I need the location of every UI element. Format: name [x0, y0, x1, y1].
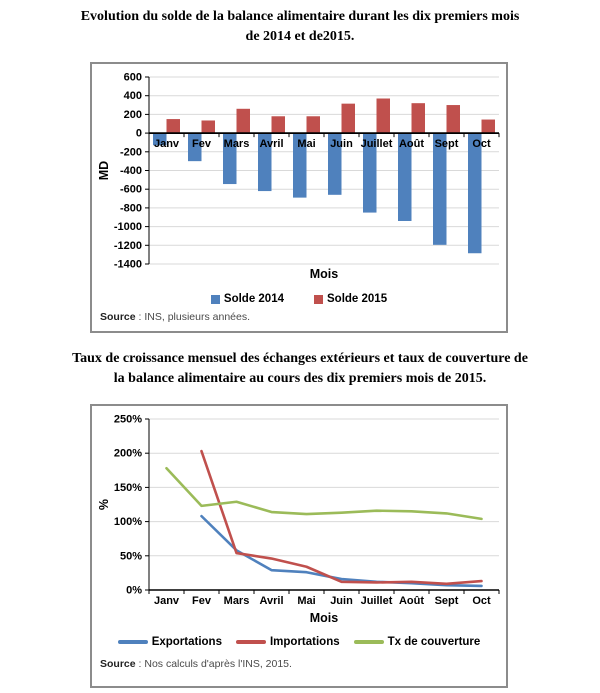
y-tick-label: -800	[120, 202, 142, 214]
legend-item-solde-2015: Solde 2015	[314, 293, 387, 305]
x-tick-label-oct: Oct	[472, 595, 491, 607]
figure2-title-line2: la balance alimentaire au cours des dix …	[113, 370, 487, 386]
figure1-chart-box: -1400 -1200 -1000 -800 -600 -400 -200 0 200 400 60…	[90, 62, 508, 333]
figure1-legend: Solde 2014 Solde 2015	[92, 293, 506, 305]
bar-solde-2015-avril	[271, 116, 285, 134]
x-tick-label-juin: Juin	[330, 595, 353, 607]
y-tick-label: -200	[120, 146, 142, 158]
x-tick-label-sept: Sept	[435, 138, 459, 150]
bar-solde-2014-juin	[328, 133, 342, 195]
y-tick-label: 200%	[114, 448, 142, 460]
legend-label-importations: Importations	[269, 636, 340, 648]
figure1-plot: -1400 -1200 -1000 -800 -600 -400 -200 0 200 400 60…	[97, 72, 500, 281]
x-tick-label-avril: Avril	[259, 138, 283, 150]
legend-square-solde-2014	[210, 294, 220, 304]
y-tick-label: 0%	[126, 585, 142, 597]
x-tick-label-juillet: Juillet	[361, 138, 393, 150]
bar-solde-2015-janv	[166, 119, 180, 134]
x-tick-label-fev: Fev	[192, 138, 212, 150]
figure2-source: Source : Nos calculs d'après l'INS, 2015…	[100, 658, 292, 670]
figure1-title-line1: Evolution du solde de la balance aliment…	[80, 9, 520, 24]
bar-solde-2014-mars	[223, 133, 237, 185]
x-tick-label-mai: Mai	[297, 595, 315, 607]
bar-solde-2015-juillet	[376, 98, 390, 134]
legend-label-exportations: Exportations	[151, 636, 222, 648]
figure2-source-label: Source	[100, 658, 136, 670]
x-tick-label-janv: Janv	[154, 138, 180, 150]
bar-solde-2015-oct	[481, 119, 495, 134]
y-axis-title: %	[97, 499, 111, 510]
legend-line-importations	[235, 640, 266, 644]
bar-solde-2014-janv	[153, 133, 167, 146]
y-tick-label: 200	[124, 109, 142, 121]
legend-item-tx-de-couverture: Tx de couverture	[353, 636, 481, 648]
y-tick-label: -1400	[114, 259, 142, 271]
bar-solde-2015-mai	[306, 116, 320, 134]
x-tick-label-fev: Fev	[192, 595, 212, 607]
bar-solde-2015-sept	[446, 105, 460, 134]
x-tick-label-oct: Oct	[472, 138, 491, 150]
figure2-source-text: : Nos calculs d'après l'INS, 2015.	[135, 658, 292, 670]
y-tick-label: 100%	[114, 516, 142, 528]
bar-solde-2014-avril	[258, 133, 272, 192]
y-tick-label: -600	[120, 184, 142, 196]
legend-label-tx-de-couverture: Tx de couverture	[387, 636, 481, 648]
x-tick-label-juin: Juin	[330, 138, 353, 150]
x-tick-label-mars: Mars	[224, 595, 250, 607]
bar-solde-2015-mars	[236, 108, 250, 134]
x-tick-label-mars: Mars	[224, 138, 250, 150]
y-tick-label: 50%	[120, 550, 142, 562]
bar-solde-2014-juillet	[363, 133, 377, 213]
legend-item-solde-2014: Solde 2014	[210, 293, 284, 305]
figure1-title-line2: de 2014 et de2015.	[245, 28, 355, 44]
x-tick-label-ao-t: Août	[399, 138, 424, 150]
y-tick-label: 0	[136, 128, 142, 140]
bar-solde-2014-oct	[468, 133, 482, 254]
legend-item-exportations: Exportations	[117, 636, 222, 648]
y-axis-title: MD	[97, 161, 111, 180]
y-tick-label: 150%	[114, 482, 142, 494]
figure2-plot: 0% 50% 100% 150% 200% 250% Janv Fev Mars Avril Mai…	[97, 414, 500, 625]
line-tx-de-couverture	[165, 466, 483, 521]
figure1-source: Source : INS, plusieurs années.	[100, 311, 250, 323]
y-tick-label: -1200	[114, 240, 142, 252]
x-axis-title: Mois	[310, 611, 339, 625]
figure1-source-label: Source	[100, 311, 136, 323]
x-tick-label-juillet: Juillet	[361, 595, 393, 607]
legend-square-solde-2015	[314, 294, 323, 304]
y-tick-label: -1000	[114, 221, 142, 233]
x-axis-title: Mois	[310, 267, 339, 281]
figure2-chart-box: 0% 50% 100% 150% 200% 250% Janv Fev Mars Avril Mai…	[90, 404, 508, 688]
legend-label-solde-2015: Solde 2015	[327, 293, 388, 305]
bar-solde-2014-fev	[188, 133, 202, 162]
line-exportations	[200, 514, 483, 588]
x-tick-label-ao-t: Août	[399, 595, 424, 607]
figure2-title: Taux de croissance mensuel des échanges …	[0, 349, 600, 389]
x-tick-label-mai: Mai	[297, 138, 315, 150]
figure2-legend: Exportations Importations Tx de couverture	[92, 636, 506, 648]
figure1-source-text: : INS, plusieurs années.	[135, 311, 251, 323]
line-importations	[200, 449, 483, 586]
bar-solde-2014-sept	[433, 133, 447, 245]
x-tick-label-avril: Avril	[259, 595, 283, 607]
x-tick-label-janv: Janv	[154, 595, 180, 607]
y-tick-label: -400	[120, 165, 142, 177]
figure2-title-line1: Taux de croissance mensuel des échanges …	[72, 351, 528, 366]
bar-solde-2015-fev	[201, 120, 215, 134]
bar-solde-2014-ao-t	[398, 133, 412, 221]
y-tick-label: 250%	[114, 414, 142, 426]
x-tick-label-sept: Sept	[435, 595, 459, 607]
y-tick-label: 600	[124, 72, 142, 84]
bar-solde-2014-mai	[293, 133, 307, 198]
legend-line-tx-de-couverture	[353, 640, 384, 644]
legend-item-importations: Importations	[235, 636, 340, 648]
bar-solde-2015-juin	[341, 103, 355, 134]
y-tick-label: 400	[124, 90, 142, 102]
bar-solde-2015-ao-t	[411, 103, 425, 134]
legend-line-exportations	[117, 640, 148, 644]
figure1-title: Evolution du solde de la balance aliment…	[0, 7, 600, 47]
legend-label-solde-2014: Solde 2014	[223, 293, 284, 305]
